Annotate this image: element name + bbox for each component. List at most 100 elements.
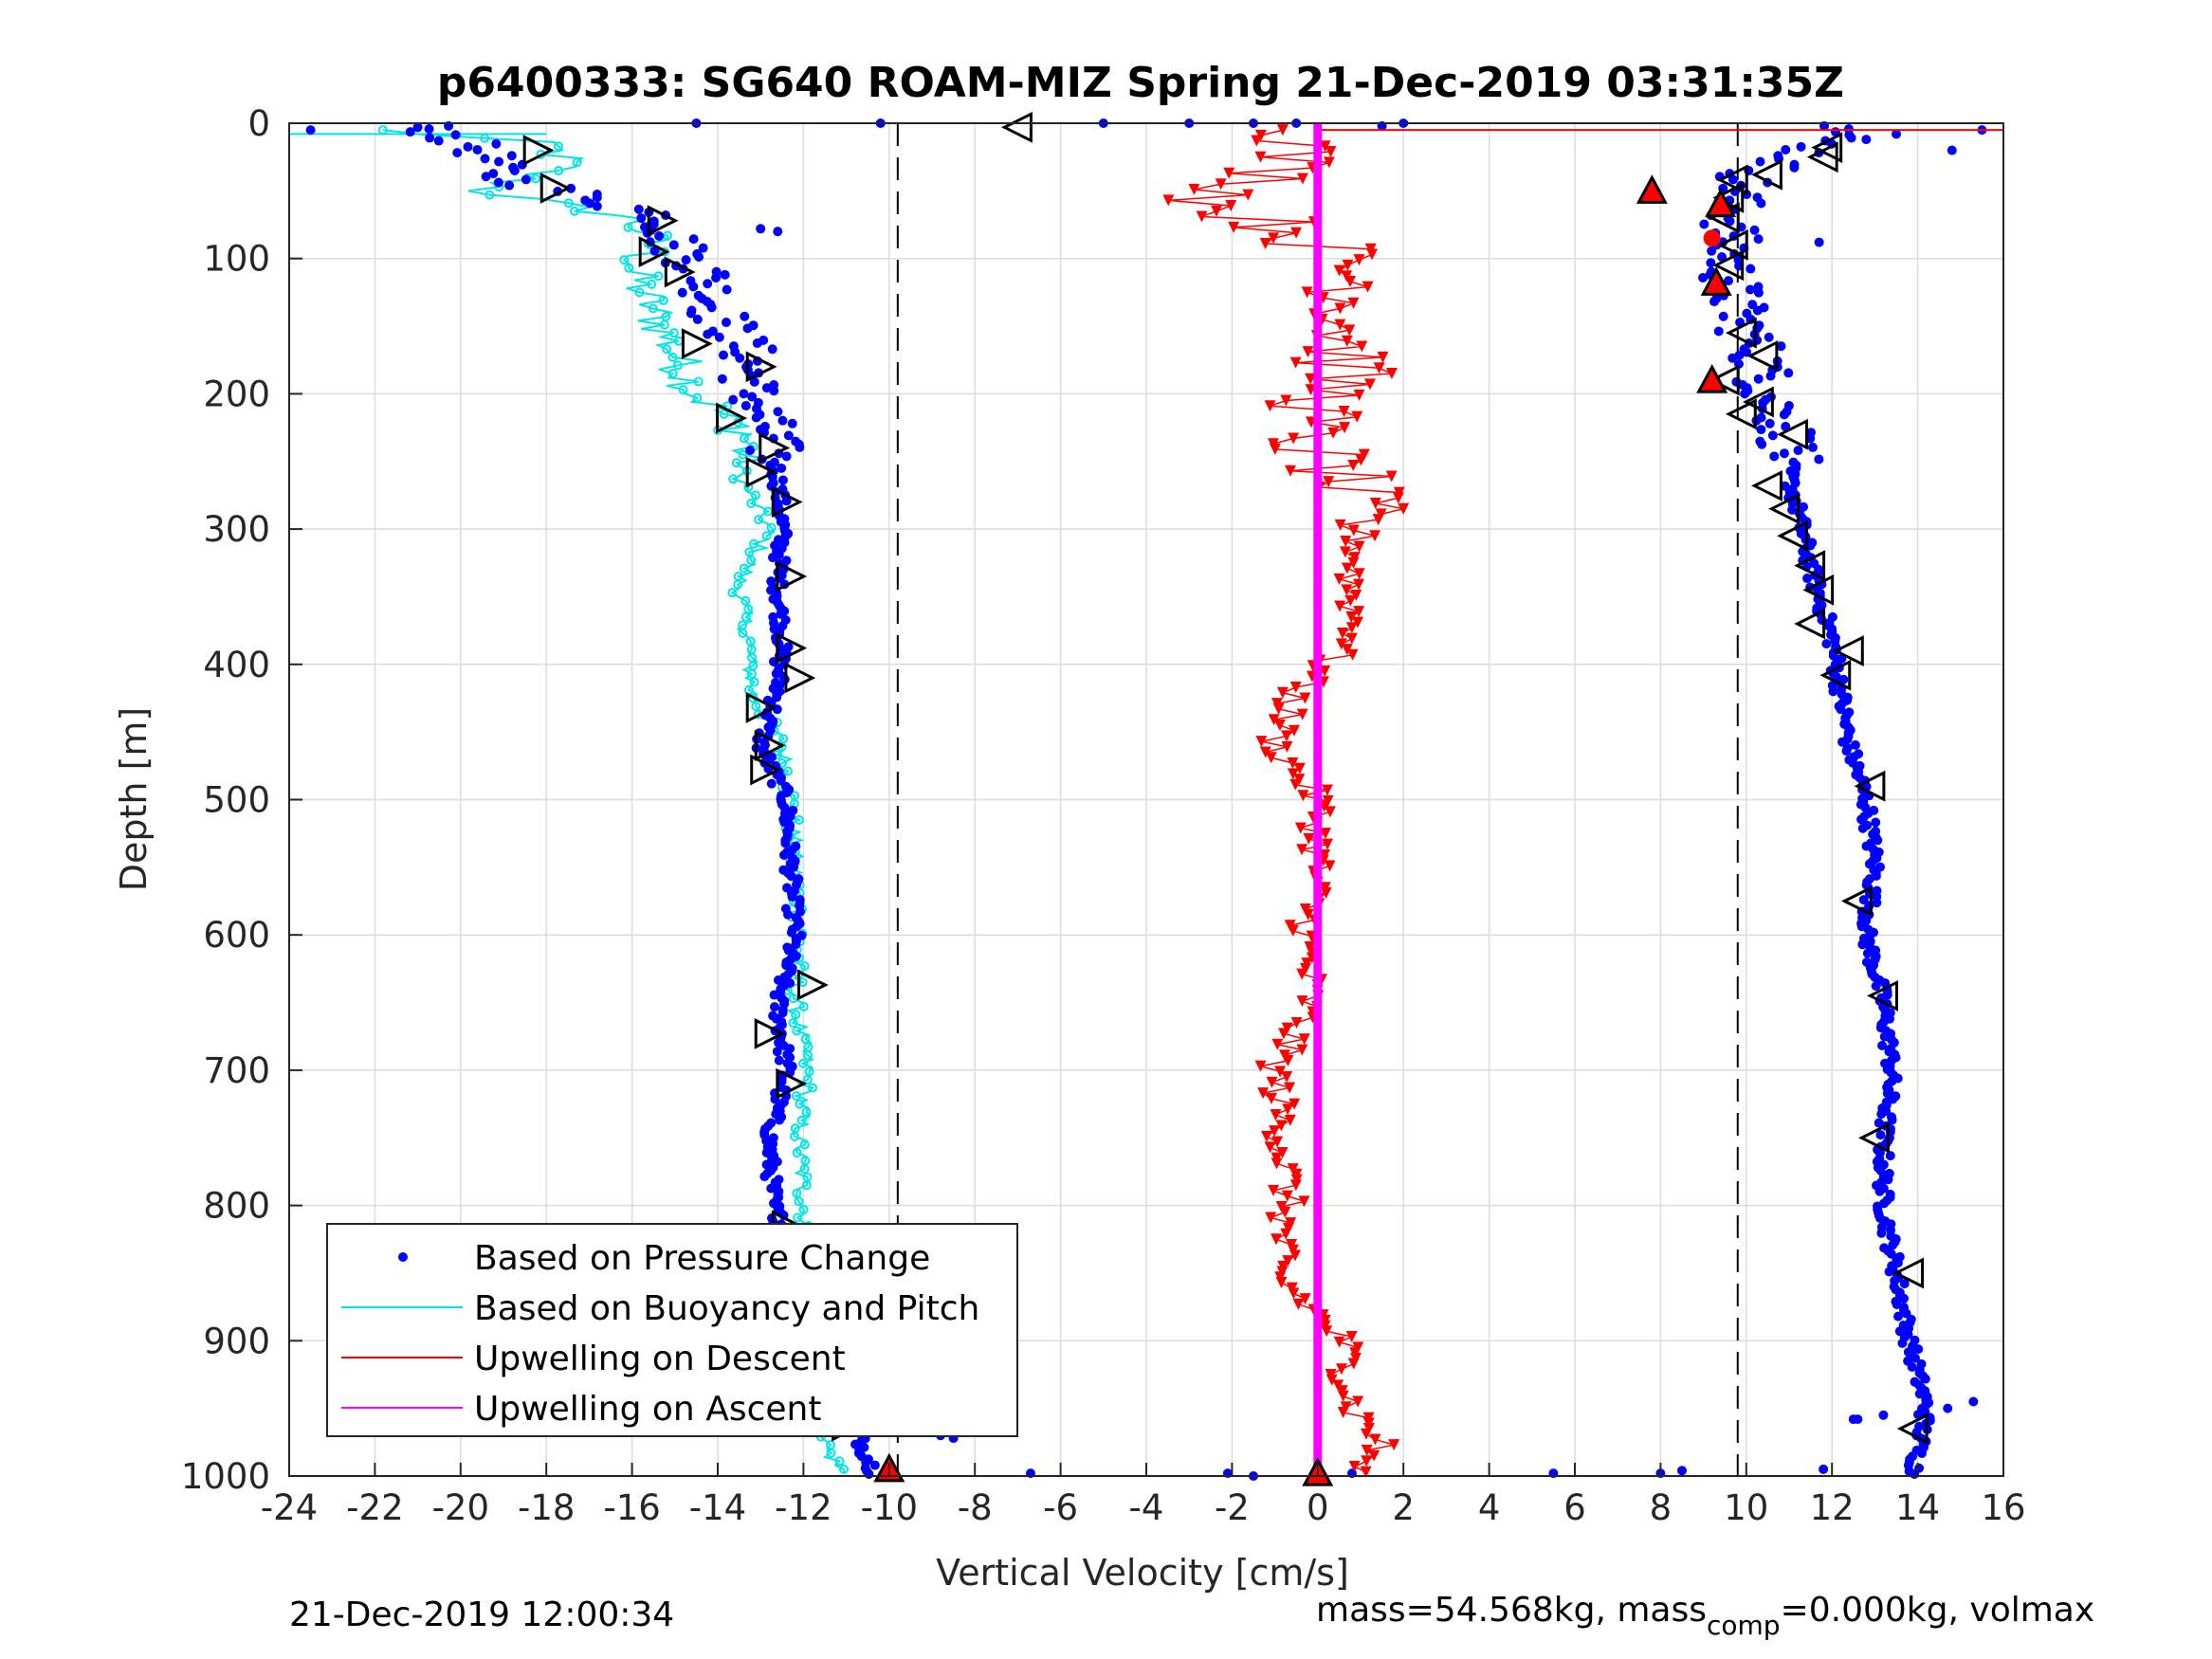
pressure-ascent-point — [1828, 686, 1838, 697]
pressure-descent-point — [781, 451, 792, 462]
upwelling-descent-point — [1276, 1146, 1289, 1158]
pressure-descent-point — [493, 177, 503, 188]
upwelling-descent-point — [1353, 568, 1365, 580]
upwelling-descent-point — [1303, 832, 1315, 845]
pressure-descent-point — [424, 123, 434, 134]
upwelling-descent-point — [1270, 1233, 1282, 1246]
buoyancy-pitch-point — [766, 522, 777, 533]
upwelling-descent-point — [1296, 708, 1308, 720]
descent-right-triangle — [776, 1067, 808, 1100]
upwelling-descent-point — [1268, 1184, 1280, 1196]
upwelling-descent-point — [1289, 356, 1302, 369]
pressure-descent-point — [775, 1115, 785, 1125]
ascent-left-triangle — [1725, 317, 1757, 349]
pressure-descent-point — [714, 332, 724, 342]
ascent-left-triangle — [1712, 249, 1745, 282]
pressure-ascent-point — [1706, 258, 1716, 268]
pressure-descent-point — [766, 778, 777, 789]
red-up-triangle — [1705, 188, 1737, 218]
pressure-ascent-point — [1698, 272, 1709, 283]
pressure-descent-point — [772, 704, 782, 715]
upwelling-descent-point — [1348, 1461, 1361, 1473]
upwelling-descent-point — [1334, 302, 1346, 315]
upwelling-descent-point — [1297, 790, 1309, 802]
pressure-descent-point — [566, 183, 576, 193]
ascent-left-triangle — [1794, 608, 1826, 640]
upwelling-descent-point — [1282, 1103, 1294, 1116]
x-tick-label: -16 — [603, 1487, 660, 1528]
buoyancy-pitch-point — [792, 1026, 802, 1036]
pressure-descent-point — [777, 463, 787, 473]
upwelling-descent-point — [1338, 405, 1350, 417]
upwelling-descent-point — [1260, 1130, 1272, 1142]
upwelling-descent-point — [1339, 422, 1351, 434]
pressure-ascent-point — [1874, 1186, 1885, 1196]
upwelling-descent-point — [1347, 297, 1360, 309]
buoyancy-pitch-point — [647, 279, 657, 289]
upwelling-descent-point — [1287, 757, 1299, 769]
chart-title: p6400333: SG640 ROAM-MIZ Spring 21-Dec-2… — [437, 59, 1844, 107]
red-up-triangle — [1636, 174, 1668, 204]
ascent-left-triangle — [1716, 164, 1748, 196]
buoyancy-pitch-point — [740, 611, 751, 622]
pressure-ascent-point — [1709, 297, 1720, 307]
pressure-ascent-point — [1789, 162, 1800, 173]
descent-right-triangle — [664, 256, 696, 288]
pressure-ascent-point — [1850, 739, 1860, 750]
upwelling-descent-point — [1320, 886, 1332, 899]
upwelling-descent-point — [1392, 492, 1404, 504]
pressure-ascent-point — [1728, 353, 1738, 363]
pressure-ascent-point — [1884, 1267, 1894, 1277]
upwelling-descent-point — [1320, 828, 1332, 840]
y-tick-label: 400 — [203, 645, 270, 685]
buoyancy-pitch-point — [563, 198, 574, 209]
pressure-descent-point — [739, 389, 749, 399]
ascent-left-triangle — [1777, 520, 1809, 552]
pressure-descent-point — [633, 204, 644, 214]
pressure-descent-point — [777, 415, 788, 426]
buoyancy-pitch-point — [554, 165, 564, 175]
upwelling-descent-point — [1336, 627, 1348, 639]
ascent-left-triangle — [1858, 1121, 1890, 1154]
pressure-ascent-point — [1783, 368, 1794, 378]
pressure-outlier-point — [1814, 237, 1824, 247]
pressure-descent-point — [585, 198, 595, 209]
ascent-left-triangle — [1811, 132, 1843, 164]
pressure-descent-point — [767, 344, 777, 355]
pressure-outlier-point — [305, 125, 316, 136]
upwelling-descent-point — [1347, 524, 1360, 537]
upwelling-descent-point — [1347, 460, 1360, 472]
pressure-descent-point — [681, 255, 691, 265]
upwelling-descent-point — [1347, 1358, 1360, 1370]
upwelling-descent-line — [1168, 129, 1404, 1473]
pressure-descent-point — [509, 165, 520, 175]
buoyancy-pitch-point — [792, 1188, 802, 1198]
upwelling-descent-point — [1223, 167, 1235, 179]
x-tick-label: -10 — [861, 1487, 918, 1528]
pressure-descent-point — [721, 318, 731, 328]
legend-label: Based on Pressure Change — [474, 1239, 930, 1278]
pressure-ascent-point — [1756, 198, 1766, 209]
upwelling-descent-point — [1196, 210, 1208, 223]
upwelling-descent-point — [1398, 502, 1410, 515]
buoyancy-pitch-point — [749, 677, 759, 687]
buoyancy-pitch-point — [667, 352, 678, 362]
pressure-ascent-point — [1841, 746, 1852, 757]
buoyancy-pitch-point — [801, 1107, 812, 1118]
pressure-descent-point — [686, 308, 696, 319]
pressure-descent-point — [777, 475, 788, 485]
pressure-ascent-point — [1745, 284, 1755, 295]
legend: Based on Pressure Change Based on Buoyanc… — [326, 1223, 1018, 1437]
descent-right-triangle — [776, 560, 808, 592]
upwelling-descent-point — [1273, 720, 1286, 732]
pressure-descent-point — [720, 269, 730, 280]
descent-right-triangle — [784, 662, 816, 694]
descent-right-triangle — [750, 754, 782, 786]
outlier-left-triangle — [1001, 111, 1033, 143]
pressure-descent-point — [766, 1183, 777, 1194]
upwelling-descent-point — [1369, 1433, 1381, 1446]
x-tick-labels: -24 -22 -20 -18 -16 -14 -12 -10 -8 -6 -4 -2 0 2 4 6 8 10 1… — [261, 1463, 2026, 1528]
buoyancy-pitch-point — [799, 1139, 810, 1150]
upwelling-descent-point — [1285, 465, 1297, 477]
pressure-descent-point — [773, 975, 783, 985]
